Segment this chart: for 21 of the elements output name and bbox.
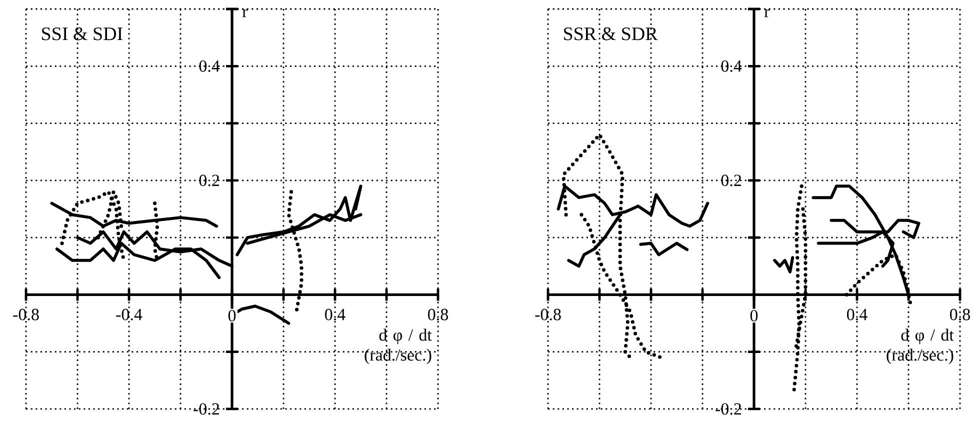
x-axis-title: d φ / dt (rad./sec.) <box>886 328 954 364</box>
x-tick-label: 0.4 <box>325 308 346 320</box>
y-tick-label: 0.4 <box>721 60 742 72</box>
x-tick-label: -0.8 <box>535 308 561 320</box>
y-tick-label: -0.2 <box>194 403 220 415</box>
y-tick-label: -0.2 <box>716 403 741 415</box>
y-axis-title: r <box>242 9 248 18</box>
y-tick-label: 0.2 <box>199 174 220 186</box>
x-tick-label: 0 <box>228 310 236 322</box>
text: SSR & SDR <box>564 27 658 40</box>
x-tick-label: 0.8 <box>428 308 448 320</box>
x-tick-label: -0.8 <box>13 308 39 320</box>
y-tick-label: 0.2 <box>721 174 741 186</box>
x-axis-title: d φ / dt (rad./sec.) <box>364 328 432 364</box>
x-tick-label: 0 <box>750 310 758 322</box>
y-axis-title: r <box>764 9 770 18</box>
x-tick-label: 0.4 <box>847 308 868 320</box>
x-tick-label: 0.8 <box>950 308 970 320</box>
text: SSI & SDI <box>42 27 122 40</box>
x-tick-label: -0.4 <box>116 308 142 320</box>
y-tick-label: 0.4 <box>199 60 220 72</box>
